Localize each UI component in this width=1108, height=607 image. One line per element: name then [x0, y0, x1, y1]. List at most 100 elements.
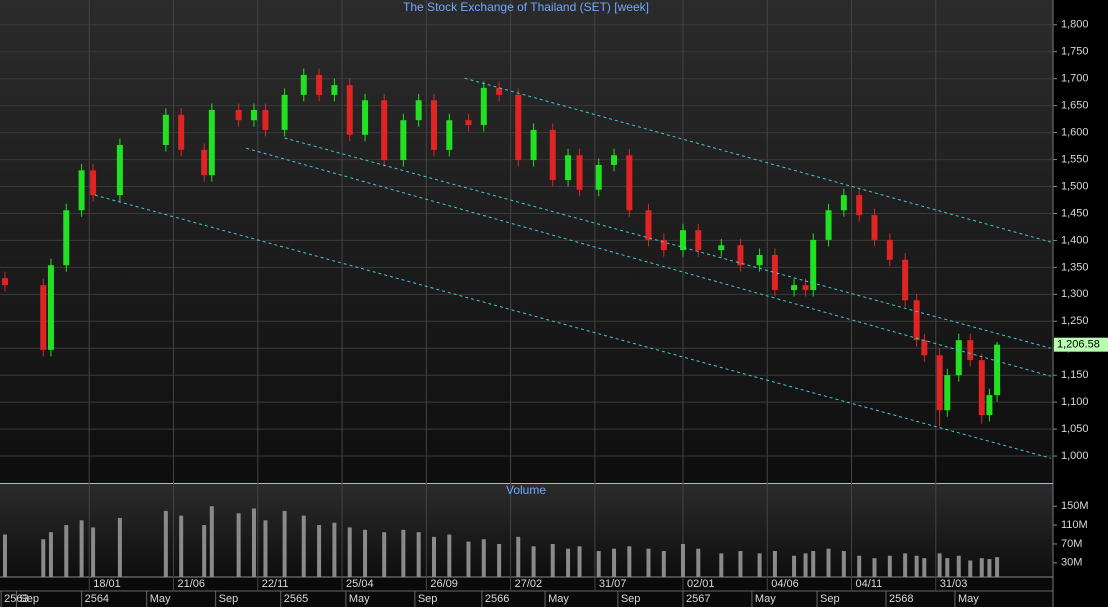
volume-bar	[48, 532, 53, 577]
candle-body	[771, 254, 778, 291]
candle-body	[944, 375, 951, 411]
candle-body	[595, 164, 602, 190]
y-tick-label: 1,450	[1061, 207, 1089, 219]
x-tick-label: 31/03	[940, 578, 968, 590]
volume-bar	[79, 520, 84, 577]
volume-bar	[757, 553, 762, 577]
x-major-label: 2565	[284, 593, 308, 605]
volume-bar	[903, 553, 908, 577]
candle-body	[515, 94, 522, 161]
volume-bar	[792, 555, 797, 577]
candle-body	[201, 149, 208, 176]
volume-bar	[596, 551, 601, 577]
volume-bar	[91, 527, 96, 577]
volume-panel	[0, 484, 1053, 577]
candle-body	[530, 129, 537, 161]
volume-bar	[117, 517, 122, 577]
price-panel	[0, 0, 1053, 483]
volume-bar	[719, 553, 724, 577]
x-tick-label: 04/11	[856, 578, 883, 590]
x-tick-label: 31/07	[599, 578, 627, 590]
candle-body	[994, 344, 1001, 396]
candle-body	[565, 155, 572, 181]
volume-bar	[937, 553, 942, 577]
y-tick-label: 1,650	[1061, 100, 1089, 112]
x-major-label: May	[548, 593, 569, 605]
volume-bar	[332, 522, 337, 577]
candle-body	[695, 230, 702, 251]
y-tick-label: 1,150	[1061, 369, 1089, 381]
volume-bar	[466, 541, 471, 577]
trendline	[246, 147, 1051, 377]
volume-bar	[317, 525, 322, 577]
chart-title: The Stock Exchange of Thailand (SET) [we…	[403, 0, 649, 14]
candle-body	[737, 245, 744, 266]
volume-bar	[163, 510, 168, 577]
volume-bar	[872, 558, 877, 577]
candle-body	[902, 259, 909, 301]
volume-bar	[772, 551, 777, 577]
x-major-label: May	[755, 593, 776, 605]
volume-bar	[202, 525, 207, 577]
x-tick-label: 22/11	[262, 578, 289, 590]
x-major-label: Sep	[621, 593, 641, 605]
x-tick-label: 26/09	[430, 578, 458, 590]
y-tick-label: 1,500	[1061, 180, 1089, 192]
candle-body	[116, 145, 123, 196]
candle-body	[381, 100, 388, 161]
candle-body	[78, 170, 85, 211]
last-price-label: 1,206.58	[1057, 339, 1100, 351]
volume-bar	[209, 506, 214, 577]
volume-bar	[64, 525, 69, 577]
volume-bar	[661, 551, 666, 577]
candle-body	[480, 87, 487, 126]
candle-body	[446, 120, 453, 150]
y-tick-label: 1,800	[1061, 19, 1089, 31]
y-tick-label: 1,550	[1061, 153, 1089, 165]
y-tick-label: 1,050	[1061, 423, 1089, 435]
candle-body	[465, 120, 472, 126]
candle-body	[40, 285, 47, 350]
x-major-label: Sep	[219, 593, 239, 605]
candle-body	[496, 87, 503, 95]
volume-bar	[945, 558, 950, 577]
volume-bar	[979, 558, 984, 577]
volume-bar	[416, 532, 421, 577]
x-tick-label: 04/06	[771, 578, 799, 590]
volume-bar	[516, 536, 521, 577]
volume-bar	[447, 534, 452, 577]
candle-body	[346, 85, 353, 135]
volume-bar	[841, 551, 846, 577]
y-tick-label: 150M	[1061, 500, 1089, 512]
candle-body	[415, 100, 422, 121]
y-tick-label: 1,750	[1061, 46, 1089, 58]
volume-bar	[612, 548, 617, 577]
candle-body	[316, 74, 323, 95]
volume-bar	[914, 555, 919, 577]
candle-body	[331, 85, 338, 95]
candle-body	[840, 195, 847, 211]
x-tick-label: 25/04	[346, 578, 374, 590]
volume-bar	[382, 532, 387, 577]
volume-bar	[347, 527, 352, 577]
volume-bar	[263, 520, 268, 577]
candle-body	[871, 215, 878, 240]
candle-body	[886, 239, 893, 260]
volume-bar	[987, 559, 992, 577]
candle-body	[63, 210, 70, 266]
x-major-label: Sep	[820, 593, 840, 605]
candle-body	[47, 265, 54, 350]
volume-bar	[251, 508, 256, 577]
volume-bar	[826, 548, 831, 577]
candle-body	[802, 285, 809, 291]
y-tick-label: 110M	[1061, 519, 1088, 531]
candle-body	[611, 155, 618, 165]
candle-body	[235, 109, 242, 121]
volume-bar	[236, 513, 241, 577]
x-major-label: 2568	[889, 593, 913, 605]
y-tick-label: 1,250	[1061, 315, 1089, 327]
x-tick-label: 02/01	[687, 578, 715, 590]
x-major-label: Sep	[19, 593, 39, 605]
candle-body	[626, 155, 633, 211]
volume-bar	[968, 560, 973, 577]
